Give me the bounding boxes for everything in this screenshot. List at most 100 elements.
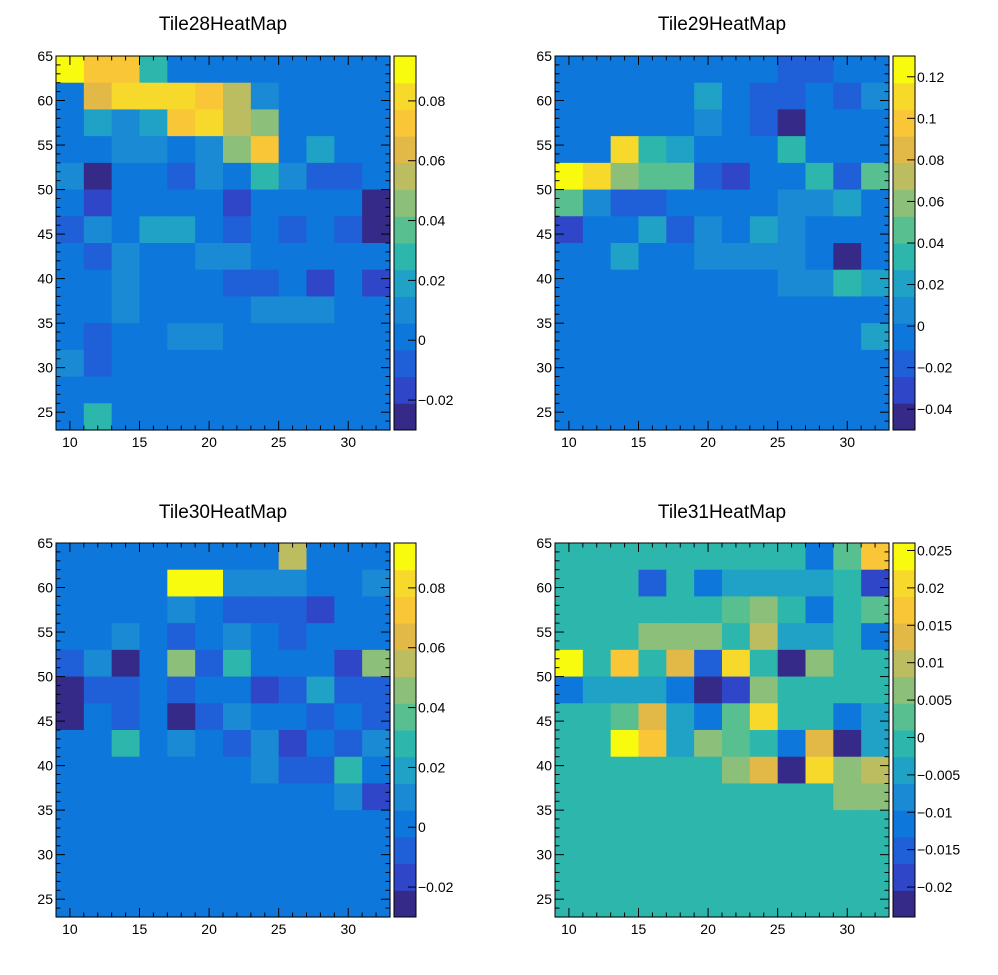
heatmap-cell bbox=[666, 676, 695, 704]
heatmap-cell bbox=[111, 596, 141, 624]
x-tick-label: 15 bbox=[631, 921, 647, 937]
heatmap-cell bbox=[582, 596, 612, 624]
heatmap-cell bbox=[250, 756, 280, 785]
heatmap-cell bbox=[167, 676, 196, 704]
heatmap-cell bbox=[139, 323, 168, 351]
chart-title: Tile29HeatMap bbox=[658, 14, 786, 35]
x-tick-label: 25 bbox=[271, 921, 287, 937]
heatmap-cell bbox=[694, 323, 723, 351]
colorbar-segment bbox=[893, 189, 915, 217]
colorbar-segment bbox=[394, 756, 416, 784]
heatmap-cell bbox=[362, 109, 391, 137]
heatmap-cell bbox=[167, 243, 196, 271]
heatmap-cell bbox=[861, 836, 890, 865]
heatmap-cell bbox=[749, 676, 779, 704]
heatmap-cell bbox=[362, 56, 391, 84]
y-tick-label: 65 bbox=[37, 535, 53, 551]
colorbar-segment bbox=[893, 730, 915, 758]
heatmap-cell bbox=[111, 162, 141, 191]
heatmap-cell bbox=[306, 56, 335, 84]
heatmap-cell bbox=[167, 136, 196, 164]
heatmap-cell bbox=[638, 569, 667, 598]
heatmap-cell bbox=[749, 863, 779, 891]
heatmap-cell bbox=[306, 323, 335, 351]
heatmap-cell bbox=[167, 109, 196, 137]
colorbar-segment bbox=[394, 109, 416, 137]
heatmap-cell bbox=[223, 783, 252, 811]
heatmap-cell bbox=[139, 349, 168, 378]
heatmap-cell bbox=[694, 569, 723, 598]
heatmap-cell bbox=[777, 296, 807, 324]
heatmap-cell bbox=[749, 136, 779, 164]
heatmap-cell bbox=[638, 56, 667, 84]
heatmap-cell bbox=[334, 109, 363, 137]
heatmap-cell bbox=[139, 82, 168, 111]
colorbar-tick-label: 0.08 bbox=[418, 93, 445, 109]
heatmap-cell bbox=[167, 596, 196, 624]
heatmap-cell bbox=[638, 82, 667, 111]
heatmap-cell bbox=[223, 676, 252, 704]
y-tick-label: 50 bbox=[536, 669, 552, 685]
heatmap-cell bbox=[638, 243, 667, 271]
heatmap-panel-tile30: Tile30HeatMap 10 15 20 25 30 25 30 35 40 45 50 55 60 6… bbox=[37, 502, 453, 937]
colorbar-segment bbox=[893, 649, 915, 678]
heatmap-cell bbox=[666, 269, 695, 298]
heatmap-cell bbox=[195, 703, 224, 731]
heatmap-cell bbox=[306, 649, 335, 678]
heatmap-cell bbox=[638, 109, 667, 137]
heatmap-cell bbox=[694, 349, 723, 378]
heatmap-cell bbox=[56, 216, 85, 244]
heatmap-cell bbox=[805, 756, 834, 785]
heatmap-cell bbox=[555, 730, 584, 758]
heatmap-cell bbox=[278, 810, 308, 838]
heatmap-cell bbox=[111, 376, 141, 404]
y-tick-label: 30 bbox=[37, 360, 53, 376]
heatmap-cell bbox=[195, 623, 224, 651]
heatmap-cell bbox=[334, 623, 363, 651]
colorbar-tick-label: 0.12 bbox=[917, 69, 944, 85]
heatmap-cell bbox=[111, 649, 141, 678]
heatmap-cell bbox=[167, 836, 196, 865]
heatmap-cell bbox=[111, 623, 141, 651]
heatmap-cell bbox=[610, 136, 640, 164]
heatmap-cell bbox=[861, 269, 890, 298]
heatmap-cell bbox=[56, 676, 85, 704]
heatmap-cell bbox=[111, 730, 141, 758]
colorbar-tick-label: 0 bbox=[418, 819, 426, 835]
heatmap-cell bbox=[250, 596, 280, 624]
heatmap-cell bbox=[362, 730, 391, 758]
y-tick-label: 25 bbox=[536, 891, 552, 907]
heatmap-cell bbox=[582, 269, 612, 298]
heatmap-cell bbox=[223, 623, 252, 651]
heatmap-cell bbox=[362, 323, 391, 351]
heatmap-cell bbox=[777, 756, 807, 785]
heatmap-cell bbox=[861, 56, 890, 84]
colorbar-segment bbox=[394, 543, 416, 571]
heatmap-cell bbox=[833, 810, 862, 838]
colorbar-tick-label: 0.08 bbox=[917, 152, 944, 168]
colorbar-segment bbox=[394, 890, 416, 918]
colorbar-segment bbox=[394, 136, 416, 164]
heatmap-cell bbox=[666, 596, 695, 624]
heatmap-cell bbox=[111, 569, 141, 598]
x-tick-label: 30 bbox=[839, 434, 855, 450]
heatmap-cell bbox=[555, 676, 584, 704]
x-tick-label: 15 bbox=[132, 921, 148, 937]
heatmap-cell bbox=[223, 376, 252, 404]
heatmap-cell bbox=[223, 863, 252, 891]
y-tick-label: 50 bbox=[37, 669, 53, 685]
heatmap-cell bbox=[362, 756, 391, 785]
heatmap-cell bbox=[278, 836, 308, 865]
heatmap-cell bbox=[666, 836, 695, 865]
heatmap-cell bbox=[555, 216, 584, 244]
heatmap-cell bbox=[749, 730, 779, 758]
heatmap-cell bbox=[582, 703, 612, 731]
heatmap-cell bbox=[56, 243, 85, 271]
heatmap-cell bbox=[250, 56, 280, 84]
heatmap-cell bbox=[56, 783, 85, 811]
heatmap-cell bbox=[362, 216, 391, 244]
heatmap-cell bbox=[306, 676, 335, 704]
heatmap-cell bbox=[582, 649, 612, 678]
heatmap-cell bbox=[694, 810, 723, 838]
y-tick-label: 65 bbox=[37, 48, 53, 64]
